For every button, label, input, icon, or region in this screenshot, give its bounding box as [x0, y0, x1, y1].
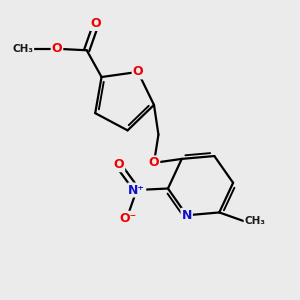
Text: O: O — [90, 17, 101, 30]
Text: O: O — [149, 156, 159, 169]
Text: CH₃: CH₃ — [244, 216, 266, 226]
Text: O: O — [114, 158, 124, 171]
Text: N: N — [182, 209, 192, 222]
Text: O⁻: O⁻ — [119, 212, 136, 225]
Text: CH₃: CH₃ — [12, 44, 33, 54]
Text: N⁺: N⁺ — [128, 184, 145, 196]
Text: O: O — [52, 42, 62, 55]
Text: O: O — [133, 65, 143, 78]
